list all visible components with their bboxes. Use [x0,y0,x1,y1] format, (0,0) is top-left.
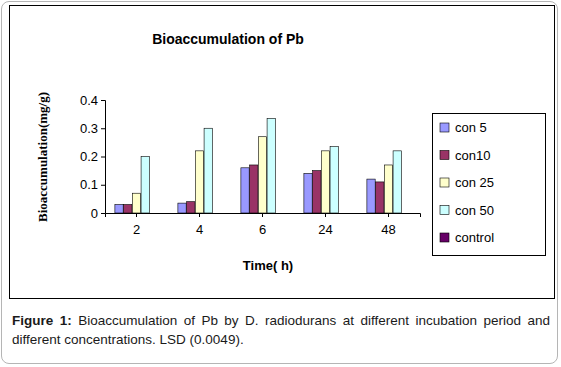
legend-swatch [440,123,449,132]
legend: con 5 con10 con 25 con 50 control [433,114,546,256]
caption-text: Bioaccumulation of Pb by D. radiodurans … [12,313,550,347]
x-tick: 2 [133,213,140,237]
bar [304,173,312,213]
x-tick-label: 4 [196,222,203,237]
y-tick-label: 0.1 [80,177,98,192]
bar [187,202,195,213]
bar [313,171,321,213]
y-axis-line [101,101,106,214]
y-tick-label: 0.3 [80,121,98,136]
y-tick: 0.1 [80,177,105,192]
x-tick-mark [325,213,326,217]
legend-label: control [455,230,494,245]
bar [258,137,266,213]
legend-swatch [440,178,449,187]
x-tick-mark [388,213,389,217]
legend-label: con 25 [455,175,494,190]
chart-title: Bioaccumulation of Pb [152,31,304,47]
x-tick-label: 24 [318,222,332,237]
y-tick-mark [101,100,105,101]
x-tick-label: 2 [133,222,140,237]
legend-label: con 5 [455,120,487,135]
x-axis-title: Time( h) [243,258,293,273]
y-tick: 0.3 [80,121,105,136]
y-tick-label: 0.4 [80,93,98,108]
bar [124,205,132,213]
y-tick: 0.4 [80,93,105,108]
bar [376,182,384,213]
bar [195,151,203,213]
bar [267,118,275,213]
bar [384,165,392,213]
bar-series [124,165,384,213]
y-tick-mark [101,185,105,186]
bar-series [141,118,401,213]
x-tick-mark [136,213,137,217]
x-tick-mark [262,213,263,217]
caption-label: Figure 1: [12,313,72,328]
x-tick-label: 6 [259,222,266,237]
bar [321,151,329,213]
bar [204,128,212,213]
bar [141,157,149,214]
y-tick: 0.2 [80,149,105,164]
y-tick-mark [101,128,105,129]
x-tick: 6 [259,213,266,237]
legend-label: con 50 [455,203,494,218]
caption: Figure 1: Bioaccumulation of Pb by D. ra… [12,311,550,349]
bar [241,168,249,213]
chart-box [10,6,555,299]
x-tick-mark [199,213,200,217]
bar [132,193,140,213]
bar-series [132,137,392,213]
y-tick-label: 0 [91,206,98,221]
x-tick: 24 [318,213,332,237]
bar [178,203,186,213]
legend-swatch [440,233,449,242]
x-tick: 48 [381,213,395,237]
y-tick: 0 [91,206,105,221]
bar [367,179,375,213]
chart-svg: Bioaccumulation of Pb00.10.20.30.4246244… [0,0,561,367]
bar [330,147,338,213]
y-axis-title: Bioaccumulation(mg/g) [35,92,50,222]
y-tick-mark [101,213,105,214]
bar [115,205,123,213]
chart-container: Bioaccumulation of Pb00.10.20.30.4246244… [0,0,561,367]
y-axis: 0 0.1 0.2 0.3 0.4 [80,93,106,221]
bars [115,118,401,213]
x-axis-line [106,214,421,218]
y-tick-mark [101,157,105,158]
bar [393,151,401,213]
x-tick: 4 [196,213,203,237]
bar [250,165,258,213]
legend-swatch [440,151,449,160]
legend-label: con10 [455,148,490,163]
legend-swatch [440,206,449,215]
legend-box [433,114,546,256]
y-tick-label: 0.2 [80,149,98,164]
x-axis: 2462448 [106,213,421,237]
x-tick-label: 48 [381,222,395,237]
